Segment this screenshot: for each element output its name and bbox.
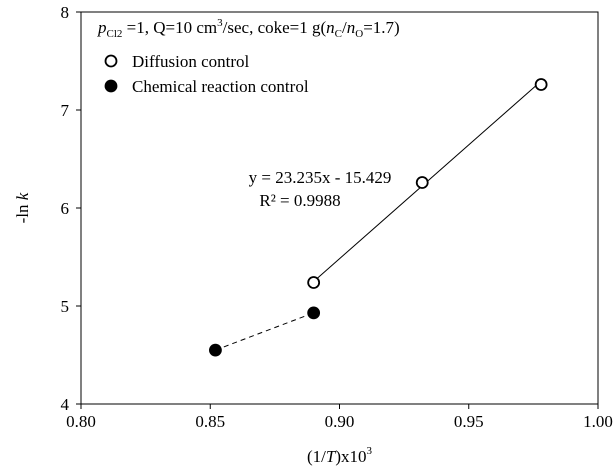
- x-axis-label-text: )x10: [335, 447, 366, 466]
- conditions-sub: C: [335, 28, 342, 40]
- x-tick-label: 0.85: [195, 412, 225, 431]
- x-tick-label: 0.90: [325, 412, 355, 431]
- x-tick-label: 1.00: [583, 412, 613, 431]
- conditions-sub: Cl2: [107, 28, 123, 40]
- data-points: [209, 78, 548, 357]
- trendline-r2: R² = 0.9988: [259, 191, 340, 210]
- conditions-var: p: [97, 18, 107, 37]
- y-tick-label: 6: [61, 199, 70, 218]
- y-axis-label-text: -ln: [13, 200, 32, 223]
- conditions-text-part: /sec, coke=1 g(: [223, 18, 327, 37]
- x-tick-label: 0.80: [66, 412, 96, 431]
- conditions-text-part: =1.7): [363, 18, 400, 37]
- data-point-open: [415, 176, 429, 189]
- conditions-text-part: /: [342, 18, 347, 37]
- conditions-sup: 3: [217, 17, 223, 29]
- ticks: 0.80 0.85 0.90 0.95 1.00 4 5 6 7 8: [61, 3, 613, 431]
- data-point-filled: [209, 343, 222, 357]
- data-point-filled: [307, 306, 321, 320]
- legend-label: Diffusion control: [132, 52, 250, 71]
- y-tick-label: 8: [61, 3, 70, 22]
- legend-marker: [104, 54, 118, 68]
- y-axis-label: -ln k: [13, 192, 32, 223]
- x-tick-label: 0.95: [454, 412, 484, 431]
- x-axis-label-sup: 3: [367, 445, 373, 457]
- series-connector: [215, 312, 314, 351]
- conditions-text: pCl2 =1, Q=10 cm3/sec, coke=1 g(nC/nO=1.…: [97, 17, 400, 40]
- y-tick-label: 5: [61, 297, 70, 316]
- conditions-var: n: [326, 18, 335, 37]
- conditions-var: n: [347, 18, 356, 37]
- x-axis-label-text: (1/: [307, 447, 326, 466]
- conditions-text-part: =1, Q=10 cm: [122, 18, 217, 37]
- x-axis-label: (1/T)x103: [307, 445, 373, 466]
- x-axis-label-var: T: [326, 447, 337, 466]
- legend-label: Chemical reaction control: [132, 77, 309, 96]
- legend-marker: [104, 79, 118, 93]
- conditions-sub: O: [355, 28, 363, 40]
- y-tick-label: 4: [61, 395, 70, 414]
- y-axis-label-var: k: [13, 192, 32, 200]
- y-tick-label: 7: [61, 101, 70, 120]
- series-lines: [215, 80, 542, 351]
- data-point-open: [534, 78, 548, 91]
- trendline-equation: y = 23.235x - 15.429: [249, 168, 392, 187]
- data-point-open: [307, 276, 321, 289]
